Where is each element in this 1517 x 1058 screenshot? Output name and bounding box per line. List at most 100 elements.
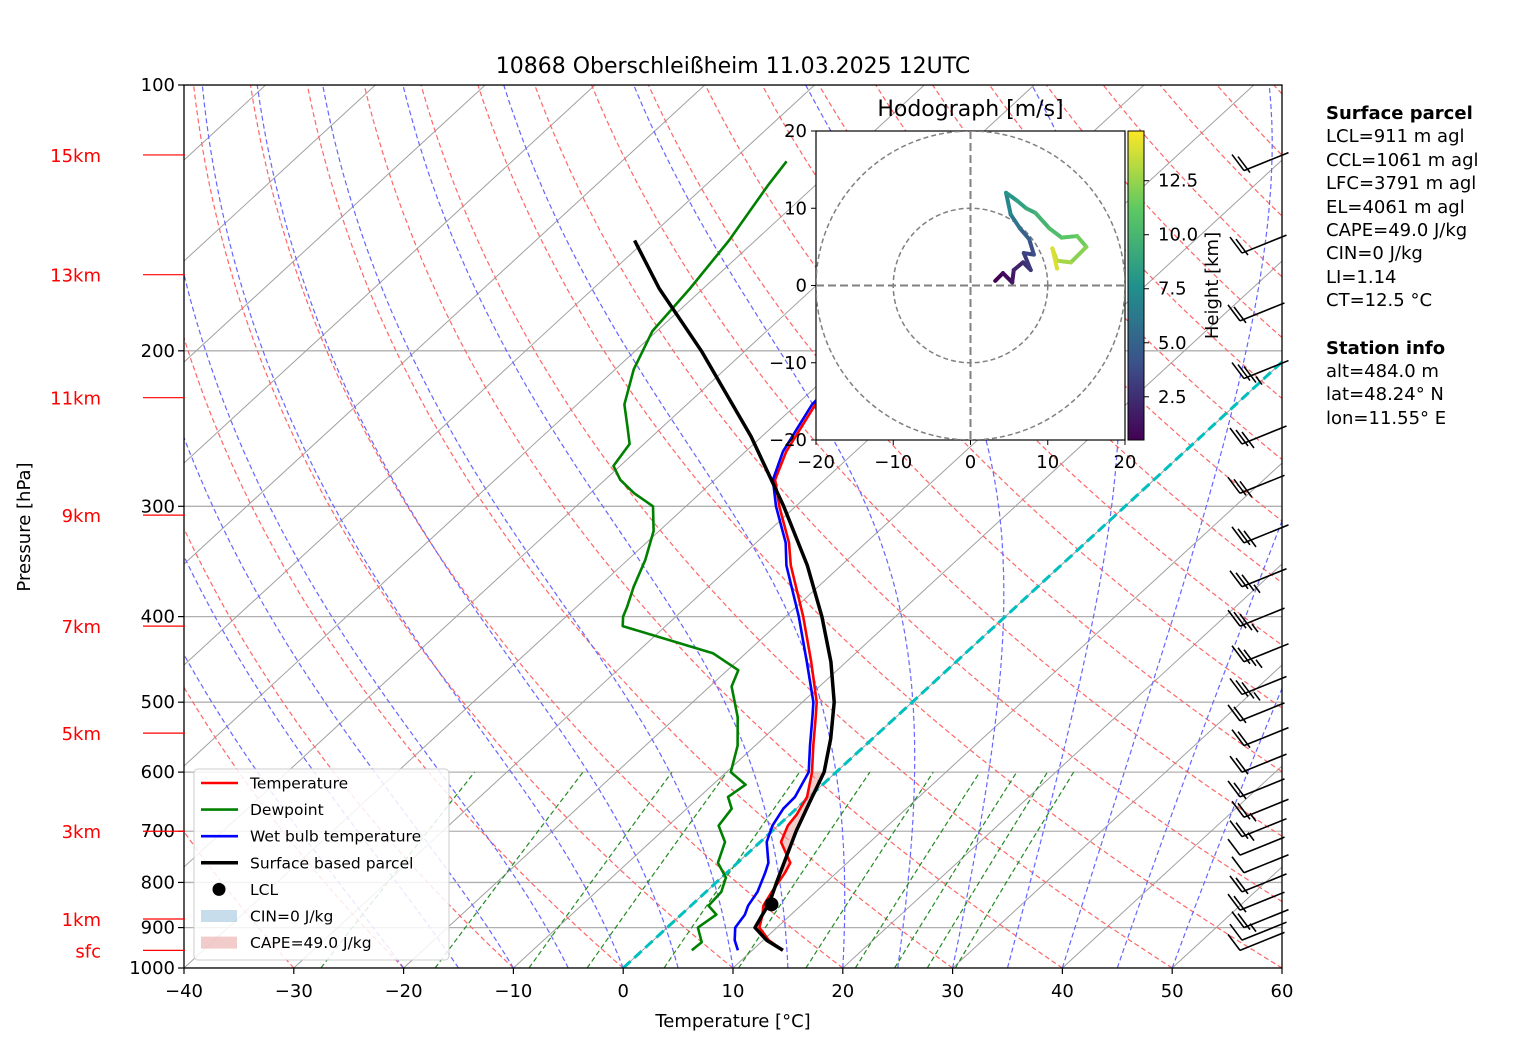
x-tick-label: −30: [275, 981, 313, 1002]
colorbar: [1128, 131, 1144, 440]
station-info-title: Station info: [1326, 337, 1479, 360]
barb-half: [1256, 660, 1262, 668]
barb-staff: [1240, 932, 1285, 950]
moist-adiabat: [403, 85, 788, 968]
mixing-ratio-line: [927, 772, 1047, 968]
wind-barb: [1232, 644, 1289, 668]
wind-barb: [1232, 910, 1289, 932]
barb-staff: [1242, 754, 1287, 772]
hodograph-x-tick-label: 10: [1036, 452, 1059, 473]
wind-barb: [1228, 608, 1285, 632]
surface-line-el: EL=4061 m agl: [1326, 196, 1479, 219]
surface-line-cin: CIN=0 J/kg: [1326, 242, 1479, 265]
hodograph-x-tick-label: 20: [1114, 452, 1137, 473]
hodograph-y-tick-label: −10: [769, 353, 807, 374]
barb-staff: [1240, 303, 1285, 321]
colorbar-tick-label: 2.5: [1158, 387, 1187, 408]
station-line-lat: lat=48.24° N: [1326, 383, 1479, 406]
wind-barb: [1228, 837, 1285, 855]
legend-label: Temperature: [249, 775, 348, 793]
hodograph-frame: [816, 131, 1125, 440]
hodograph-x-tick-label: 0: [965, 452, 976, 473]
height-label: 3km: [62, 822, 101, 843]
x-tick-label: 30: [941, 981, 964, 1002]
hodograph-title: Hodograph [m/s]: [877, 97, 1063, 122]
hodograph-y-tick-label: 0: [796, 276, 807, 297]
hodograph-segment: [1057, 261, 1071, 263]
station-line-alt: alt=484.0 m: [1326, 360, 1479, 383]
barb-staff: [1240, 892, 1285, 910]
surface-line-lfc: LFC=3791 m agl: [1326, 172, 1479, 195]
x-tick-label: −40: [165, 981, 203, 1002]
wind-barb: [1230, 569, 1287, 593]
mixing-ratio-line: [587, 772, 727, 968]
wind-barb: [1232, 855, 1289, 873]
wind-barb: [1232, 525, 1289, 547]
wind-barb: [1228, 303, 1285, 323]
barb-half: [1252, 624, 1258, 632]
wind-barb: [1230, 754, 1287, 774]
dewpoint-line: [614, 161, 787, 950]
wind-barb: [1232, 799, 1289, 821]
y-axis-label: Pressure [hPa]: [14, 462, 35, 591]
barb-flag: [1228, 839, 1240, 855]
wind-barb: [1232, 728, 1289, 748]
surface-line-ct: CT=12.5 °C: [1326, 289, 1479, 312]
x-tick-label: 50: [1161, 981, 1184, 1002]
legend-swatch: [201, 910, 237, 922]
legend-label: CIN=0 J/kg: [250, 908, 333, 926]
x-tick-label: −10: [494, 981, 532, 1002]
y-tick-label: 600: [141, 762, 175, 783]
x-tick-label: 10: [722, 981, 745, 1002]
legend-label: Dewpoint: [250, 801, 324, 819]
height-label: 11km: [50, 389, 101, 410]
barb-flag: [1230, 924, 1242, 940]
height-label: sfc: [75, 941, 101, 962]
hodograph-y-tick-label: −20: [769, 430, 807, 451]
wind-barb: [1230, 235, 1287, 255]
x-tick-label: 0: [617, 981, 628, 1002]
x-axis-label: Temperature [°C]: [654, 1011, 810, 1032]
y-tick-label: 100: [141, 75, 175, 96]
y-tick-label: 400: [141, 607, 175, 628]
surface-line-cape: CAPE=49.0 J/kg: [1326, 219, 1479, 242]
height-label: 15km: [50, 146, 101, 167]
wind-barb: [1228, 475, 1285, 497]
y-tick-label: 200: [141, 341, 175, 362]
legend-label: LCL: [250, 881, 278, 899]
mixing-ratio-line: [955, 772, 1073, 968]
hodograph-x-tick-label: −10: [874, 452, 912, 473]
y-tick-label: 1000: [129, 958, 175, 979]
colorbar-tick-label: 5.0: [1158, 333, 1187, 354]
height-label: 13km: [50, 266, 101, 287]
hodograph-x-tick-label: −20: [797, 452, 835, 473]
info-panel: Surface parcel LCL=911 m agl CCL=1061 m …: [1326, 102, 1479, 430]
wind-barb: [1230, 874, 1287, 894]
y-tick-label: 500: [141, 692, 175, 713]
legend-swatch: [201, 937, 237, 949]
mixing-ratio-line: [529, 772, 672, 968]
wind-barb: [1228, 703, 1285, 723]
station-line-lon: lon=11.55° E: [1326, 407, 1479, 430]
height-label: 1km: [62, 910, 101, 931]
chart-title: 10868 Oberschleißheim 11.03.2025 12UTC: [496, 54, 971, 79]
parcel-line: [635, 241, 835, 951]
wind-barb: [1230, 922, 1287, 940]
x-tick-label: 20: [831, 981, 854, 1002]
y-tick-label: 900: [141, 918, 175, 939]
barb-staff: [1240, 837, 1285, 855]
mixing-ratio-line: [435, 772, 583, 968]
surface-parcel-title: Surface parcel: [1326, 102, 1479, 125]
wind-barb: [1232, 361, 1289, 385]
surface-line-li: LI=1.14: [1326, 266, 1479, 289]
mixing-ratio-line: [895, 772, 1017, 968]
y-tick-label: 800: [141, 872, 175, 893]
x-tick-label: 40: [1051, 981, 1074, 1002]
hodograph-segment: [1062, 236, 1077, 238]
barb-staff: [1240, 779, 1285, 797]
legend-swatch: [213, 883, 226, 896]
x-tick-label: 60: [1271, 981, 1294, 1002]
legend-label: CAPE=49.0 J/kg: [250, 934, 372, 952]
